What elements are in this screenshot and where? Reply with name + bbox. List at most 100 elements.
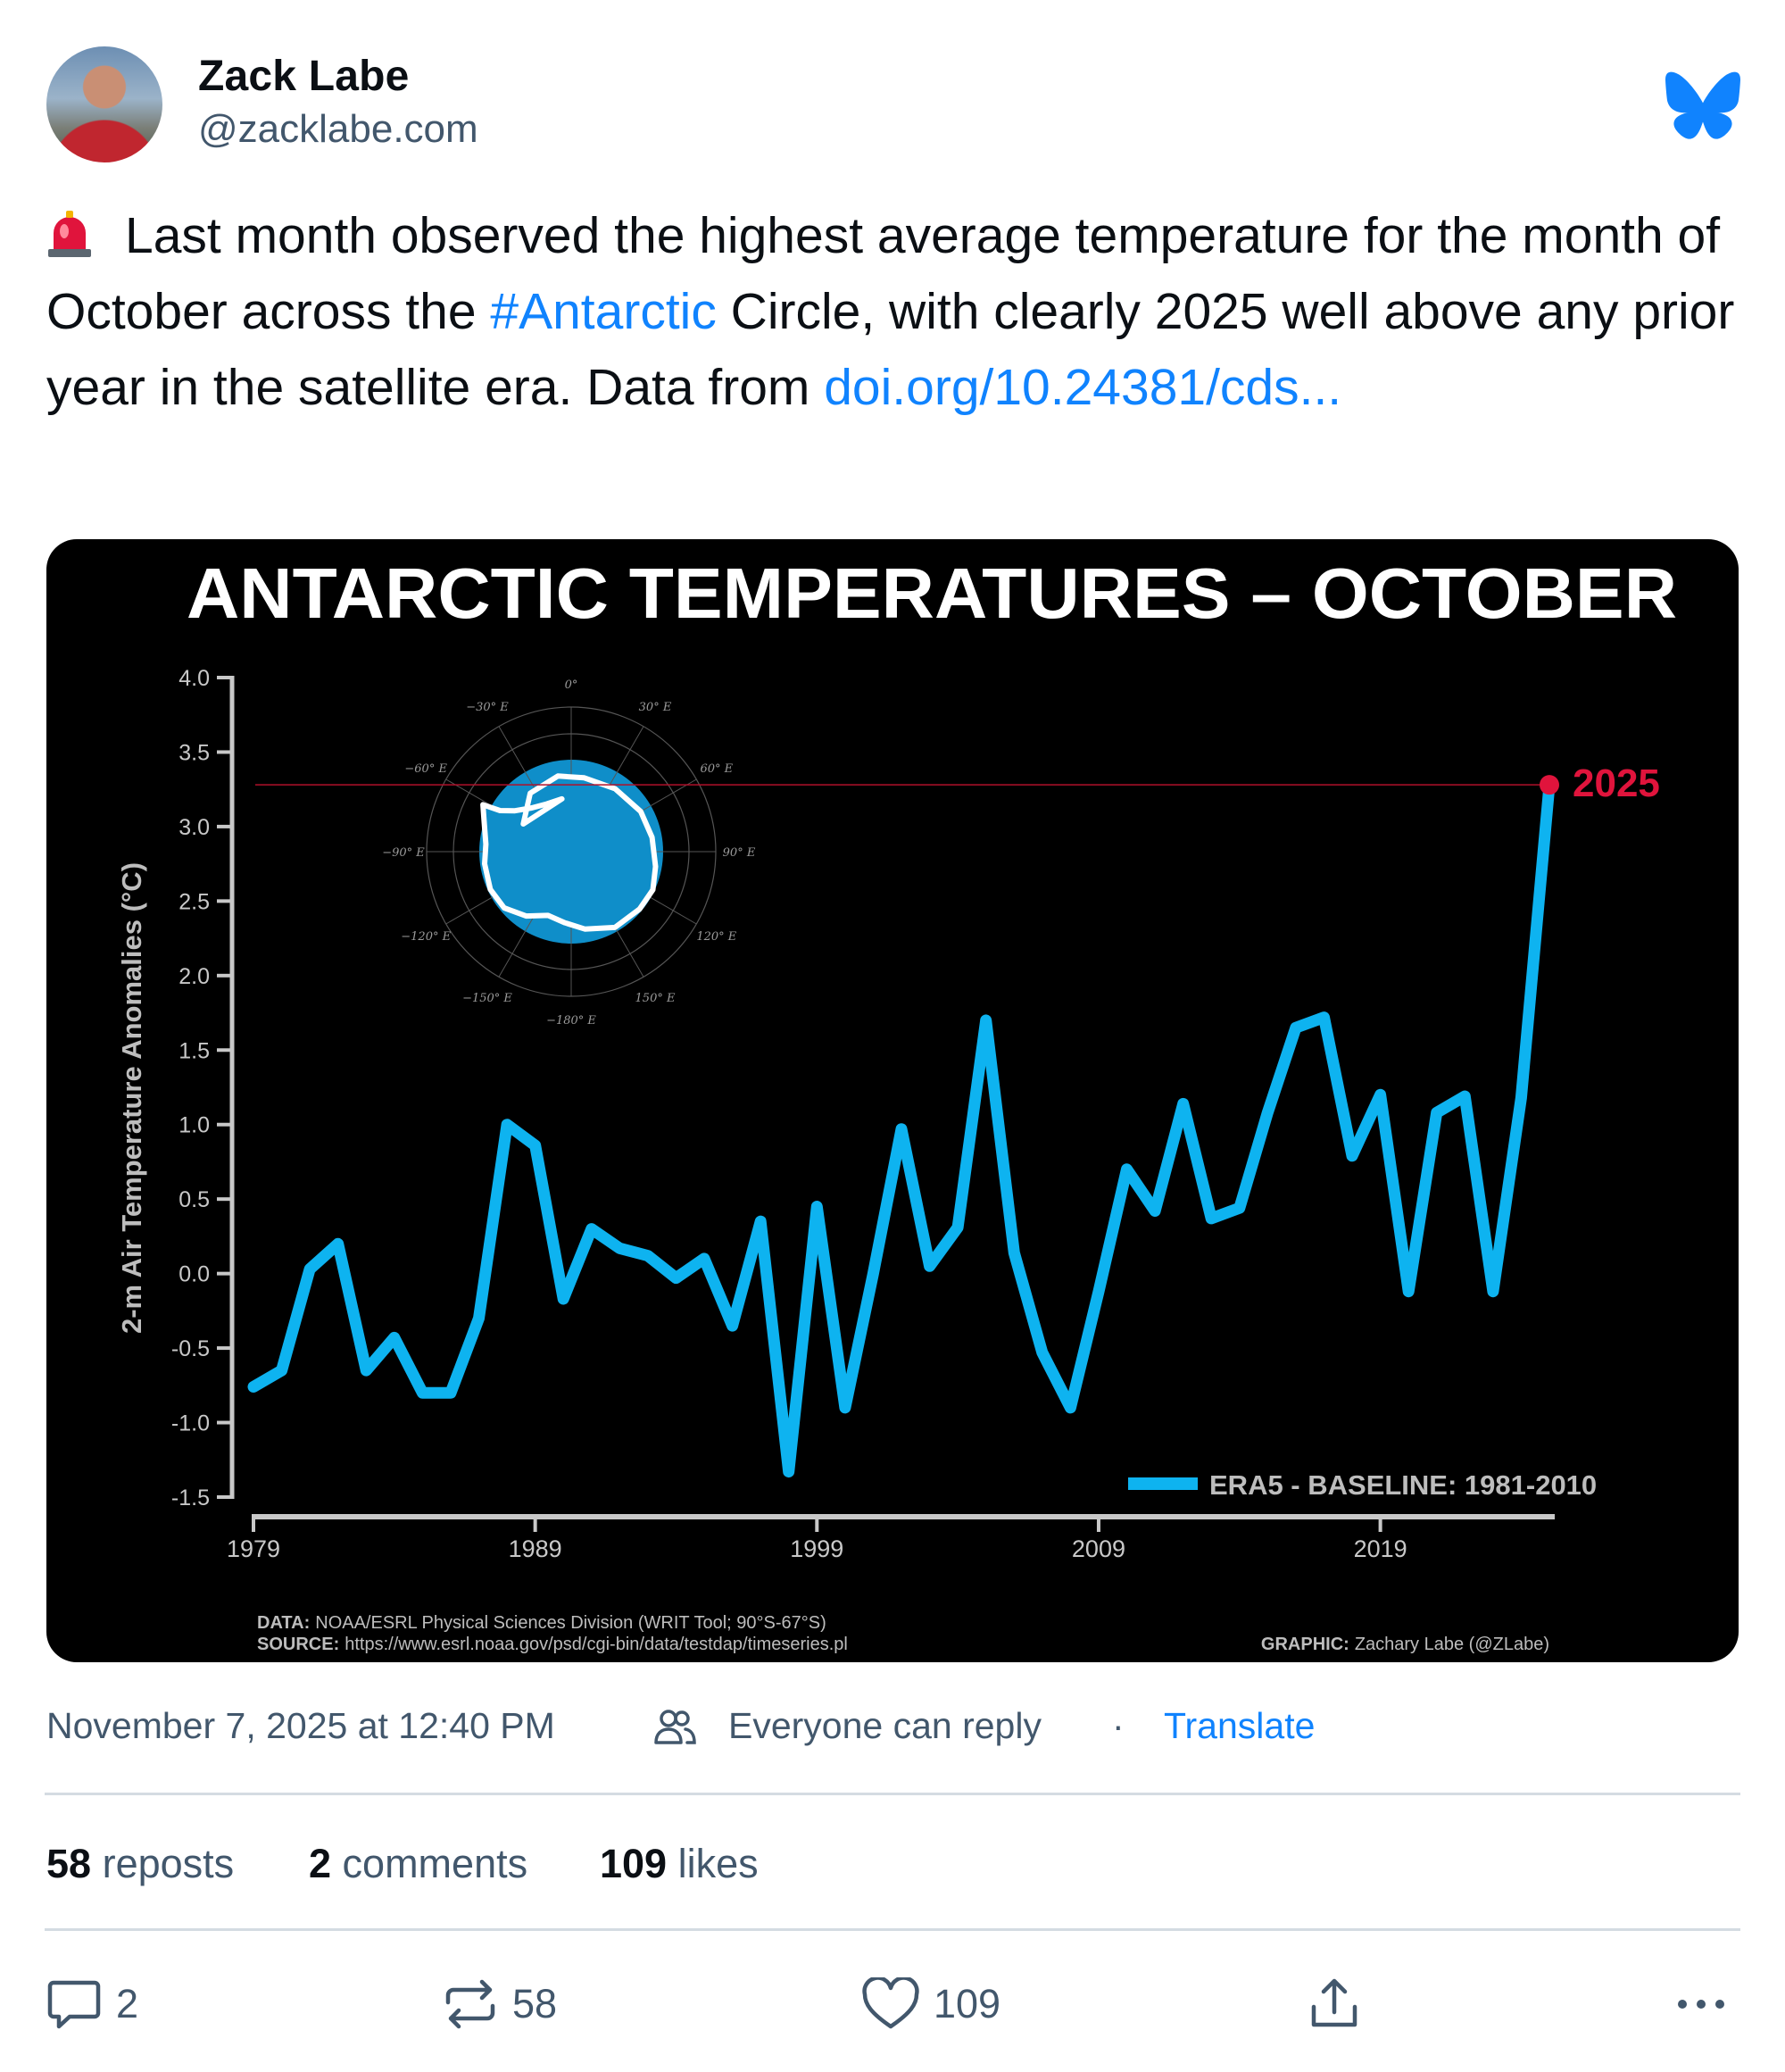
data-point (1378, 1093, 1382, 1097)
antarctica-coastline (480, 773, 659, 932)
y-tick-label: 1.0 (178, 1113, 210, 1138)
x-tick-label: 2019 (1354, 1535, 1407, 1562)
data-point (1519, 1095, 1523, 1100)
action-bar: 2 58 109 (0, 1968, 1785, 2040)
data-point (561, 1297, 566, 1302)
map-meridian-label: −90° E (382, 846, 425, 860)
more-options-button[interactable] (1674, 1968, 1742, 2040)
data-point (843, 1405, 847, 1410)
map-meridian-label: −180° E (546, 1014, 596, 1028)
data-point (533, 1144, 537, 1148)
hashtag-link[interactable]: #Antarctic (490, 283, 717, 340)
x-tick-label: 1979 (227, 1535, 280, 1562)
reply-button[interactable]: 2 (46, 1968, 138, 2040)
doi-link[interactable]: doi.org/10.24381/cds... (824, 359, 1342, 416)
likes-count[interactable]: 109 likes (600, 1841, 759, 1886)
divider (45, 1793, 1740, 1795)
x-tick-label: 2009 (1072, 1535, 1125, 1562)
data-point (759, 1219, 763, 1224)
repost-button[interactable]: 58 (443, 1968, 557, 2040)
map-meridian-label: 60° E (700, 762, 733, 776)
footer-graphic-text: Zachary Labe (@ZLabe) (1355, 1635, 1549, 1654)
y-tick-label: -1.0 (171, 1411, 210, 1436)
footer-graphic: GRAPHIC: Zachary Labe (@ZLabe) (1261, 1635, 1549, 1654)
y-axis-label: 2-m Air Temperature Anomalies (°C) (116, 862, 147, 1334)
translate-link[interactable]: Translate (1164, 1705, 1316, 1746)
heart-icon (862, 1977, 919, 2029)
x-tick-label: 1989 (509, 1535, 562, 1562)
footer-data-text: NOAA/ESRL Physical Sciences Division (WR… (315, 1613, 826, 1633)
data-point (1293, 1026, 1298, 1030)
data-point (336, 1242, 340, 1246)
map-meridian-label: −150° E (462, 992, 512, 1005)
map-meridian-label: 120° E (696, 930, 736, 944)
ellipsis-icon (1678, 2000, 1724, 2009)
data-point (1237, 1206, 1241, 1211)
reply-setting[interactable]: Everyone can reply (728, 1705, 1042, 1746)
antarctica-inset-map: 0° 30° E 60° E 90° E 120° E 150° E −180° E −150… (382, 678, 756, 1028)
reposts-count[interactable]: 58 reposts (46, 1841, 235, 1886)
repost-count: 58 (512, 1981, 558, 2026)
data-point (364, 1369, 369, 1373)
footer-source-label: SOURCE: (257, 1635, 339, 1654)
footer-data-label: DATA: (257, 1613, 310, 1633)
data-point (1209, 1216, 1214, 1220)
chart-image[interactable]: ANTARCTIC TEMPERATURES – OCTOBER 2-m Air… (46, 539, 1739, 1662)
avatar[interactable] (46, 46, 162, 162)
map-meridian-label: −30° E (466, 701, 509, 714)
y-tick-label: 3.0 (178, 815, 210, 840)
map-meridian-label: 90° E (723, 846, 756, 860)
data-point (927, 1264, 932, 1269)
y-tick-label: 0.5 (178, 1187, 210, 1212)
data-point (392, 1336, 396, 1340)
y-tick-label: 4.0 (178, 666, 210, 691)
speech-bubble-icon (47, 1980, 101, 2029)
like-button[interactable]: 109 (862, 1968, 1000, 2040)
post-timestamp[interactable]: November 7, 2025 at 12:40 PM (46, 1705, 555, 1746)
data-point (1266, 1111, 1270, 1115)
footer-data: DATA: NOAA/ESRL Physical Sciences Divisio… (257, 1613, 826, 1633)
data-point (900, 1127, 903, 1131)
data-point (645, 1253, 650, 1258)
data-point (1434, 1111, 1439, 1115)
y-tick-label: 1.5 (178, 1038, 210, 1063)
author-name[interactable]: Zack Labe (198, 53, 410, 100)
data-point (815, 1204, 819, 1209)
comments-count[interactable]: 2 comments (309, 1841, 528, 1886)
data-point (308, 1267, 312, 1271)
map-meridian-label: −60° E (404, 762, 447, 776)
data-point (1096, 1289, 1100, 1294)
chart-title: ANTARCTIC TEMPERATURES – OCTOBER (187, 553, 1677, 633)
highlight-label-2025: 2025 (1573, 761, 1660, 805)
y-tick-label: 2.5 (178, 889, 210, 914)
data-point (448, 1391, 452, 1395)
y-tick-label: -0.5 (171, 1336, 210, 1361)
share-upload-icon (1311, 1978, 1357, 2027)
data-point (730, 1324, 735, 1328)
share-button[interactable] (1307, 1968, 1376, 2040)
data-point (477, 1316, 481, 1320)
y-tick-label: 2.0 (178, 964, 210, 989)
data-point (674, 1276, 678, 1280)
data-point (618, 1246, 622, 1251)
data-point (1153, 1209, 1158, 1213)
data-point (1490, 1289, 1495, 1294)
y-tick-label: 3.5 (178, 740, 210, 765)
data-point (786, 1469, 791, 1474)
author-handle[interactable]: @zacklabe.com (198, 107, 478, 151)
bluesky-butterfly-icon[interactable] (1665, 71, 1740, 139)
map-meridian-label: 150° E (635, 992, 676, 1005)
data-point (1181, 1102, 1185, 1106)
data-point (252, 1385, 255, 1389)
data-point (1040, 1351, 1044, 1355)
divider (45, 1928, 1740, 1931)
data-point (1463, 1094, 1467, 1099)
like-count: 109 (934, 1981, 1001, 2026)
data-point (956, 1225, 960, 1229)
siren-emoji-icon (48, 211, 91, 257)
map-meridian-label: 30° E (639, 701, 672, 714)
data-point (505, 1122, 510, 1127)
chart-svg: ANTARCTIC TEMPERATURES – OCTOBER 2-m Air… (116, 553, 1677, 1654)
y-tick-label: -1.5 (171, 1485, 210, 1510)
highlight-point-2025 (1540, 775, 1559, 795)
